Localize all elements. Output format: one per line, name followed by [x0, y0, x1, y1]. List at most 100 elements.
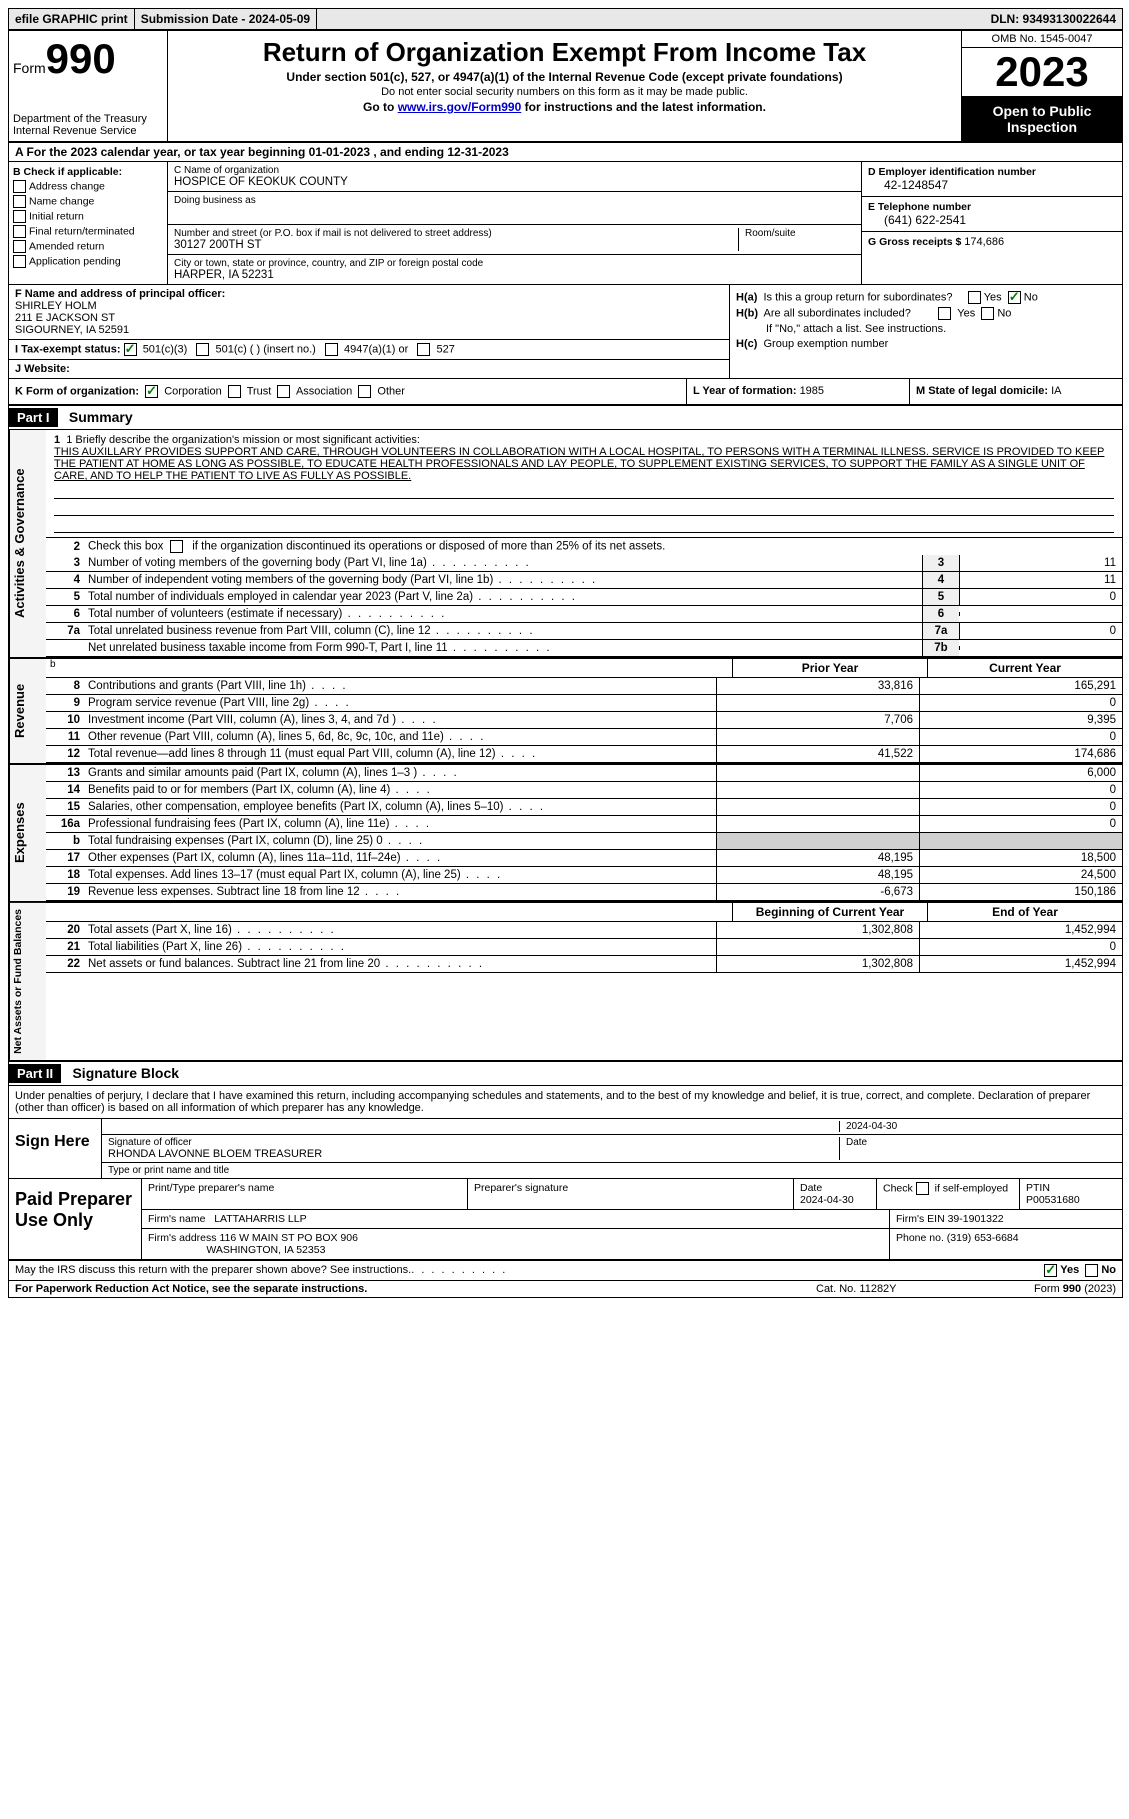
- revenue-header: b Prior Year Current Year: [46, 659, 1122, 678]
- sum-line: 3Number of voting members of the governi…: [46, 555, 1122, 572]
- h-a: H(a) Is this a group return for subordin…: [736, 291, 1116, 304]
- mission-block: 1 1 Briefly describe the organization's …: [46, 430, 1122, 538]
- section-k: K Form of organization: Corporation Trus…: [9, 379, 1122, 406]
- preparer-row: Paid Preparer Use Only Print/Type prepar…: [9, 1179, 1122, 1261]
- tax-year: 2023: [962, 48, 1122, 97]
- preparer-label: Paid Preparer Use Only: [9, 1179, 142, 1259]
- ein-cell: D Employer identification number 42-1248…: [862, 162, 1122, 197]
- checkbox-hb-yes[interactable]: [938, 307, 951, 320]
- expenses-content: 13Grants and similar amounts paid (Part …: [46, 765, 1122, 901]
- exp-line: 18Total expenses. Add lines 13–17 (must …: [46, 867, 1122, 884]
- sig-intro: Under penalties of perjury, I declare th…: [9, 1086, 1122, 1119]
- rev-line: 8Contributions and grants (Part VIII, li…: [46, 678, 1122, 695]
- address-cell: Number and street (or P.O. box if mail i…: [168, 225, 861, 255]
- part1-header-row: Part I Summary: [9, 406, 1122, 430]
- checkbox-corp[interactable]: [145, 385, 158, 398]
- tax-exempt-cell: I Tax-exempt status: 501(c)(3) 501(c) ( …: [9, 340, 729, 360]
- k-right: M State of legal domicile: IA: [910, 379, 1122, 404]
- vert-expenses: Expenses: [9, 765, 46, 901]
- dln: DLN: 93493130022644: [985, 9, 1122, 29]
- checkbox-4947[interactable]: [325, 343, 338, 356]
- checkbox-527[interactable]: [417, 343, 430, 356]
- checkbox-address-change[interactable]: [13, 180, 26, 193]
- netassets-header: Beginning of Current Year End of Year: [46, 903, 1122, 922]
- form-990-container: efile GRAPHIC print Submission Date - 20…: [8, 8, 1123, 1298]
- part2-title: Signature Block: [64, 1065, 179, 1081]
- part1-title: Summary: [61, 409, 133, 425]
- vert-netassets: Net Assets or Fund Balances: [9, 903, 46, 1060]
- website-cell: J Website:: [9, 360, 729, 378]
- checkbox-initial-return[interactable]: [13, 210, 26, 223]
- submission-date: Submission Date - 2024-05-09: [135, 9, 317, 29]
- checkbox-hb-no[interactable]: [981, 307, 994, 320]
- officer-cell: F Name and address of principal officer:…: [9, 285, 729, 340]
- dept-label: Department of the Treasury Internal Reve…: [13, 113, 163, 137]
- rev-line: 10Investment income (Part VIII, column (…: [46, 712, 1122, 729]
- section-bcd: B Check if applicable: Address change Na…: [9, 162, 1122, 285]
- form-number: Form990: [13, 35, 163, 83]
- preparer-content: Print/Type preparer's name Preparer's si…: [142, 1179, 1122, 1259]
- fij-left: F Name and address of principal officer:…: [9, 285, 730, 378]
- netassets-content: Beginning of Current Year End of Year 20…: [46, 903, 1122, 1060]
- checkbox-501c3[interactable]: [124, 343, 137, 356]
- checkbox-501c[interactable]: [196, 343, 209, 356]
- sign-here-label: Sign Here: [9, 1119, 102, 1178]
- dba-cell: Doing business as: [168, 192, 861, 225]
- header-row: Form990 Department of the Treasury Inter…: [9, 31, 1122, 143]
- h-c: H(c) Group exemption number: [736, 338, 1116, 350]
- checkbox-ha-no[interactable]: [1008, 291, 1021, 304]
- exp-line: bTotal fundraising expenses (Part IX, co…: [46, 833, 1122, 850]
- sign-content: 2024-04-30 Signature of officer RHONDA L…: [102, 1119, 1122, 1178]
- net-line: 22Net assets or fund balances. Subtract …: [46, 956, 1122, 973]
- sign-here-row: Sign Here 2024-04-30 Signature of office…: [9, 1119, 1122, 1179]
- signature-section: Under penalties of perjury, I declare th…: [9, 1086, 1122, 1281]
- inspection-badge: Open to Public Inspection: [962, 97, 1122, 141]
- exp-line: 17Other expenses (Part IX, column (A), l…: [46, 850, 1122, 867]
- checkbox-self-employed[interactable]: [916, 1182, 929, 1195]
- part1-badge: Part I: [9, 408, 58, 427]
- sum-line: Net unrelated business taxable income fr…: [46, 640, 1122, 657]
- fij-right: H(a) Is this a group return for subordin…: [730, 285, 1122, 378]
- checkbox-pending[interactable]: [13, 255, 26, 268]
- checkbox-name-change[interactable]: [13, 195, 26, 208]
- header-mid: Return of Organization Exempt From Incom…: [168, 31, 961, 141]
- expenses-section: Expenses 13Grants and similar amounts pa…: [9, 765, 1122, 903]
- checkbox-amended[interactable]: [13, 240, 26, 253]
- k-mid: L Year of formation: 1985: [687, 379, 910, 404]
- b-label: B Check if applicable:: [13, 166, 163, 178]
- subtitle-3: Go to www.irs.gov/Form990 for instructio…: [172, 100, 957, 114]
- revenue-section: Revenue b Prior Year Current Year 8Contr…: [9, 659, 1122, 765]
- checkbox-discontinued[interactable]: [170, 540, 183, 553]
- part2-header-row: Part II Signature Block: [9, 1062, 1122, 1086]
- h-b: H(b) Are all subordinates included? Yes …: [736, 307, 1116, 320]
- net-line: 21Total liabilities (Part X, line 26)0: [46, 939, 1122, 956]
- exp-line: 14Benefits paid to or for members (Part …: [46, 782, 1122, 799]
- col-c: C Name of organization HOSPICE OF KEOKUK…: [168, 162, 861, 284]
- paperwork-notice: For Paperwork Reduction Act Notice, see …: [15, 1283, 816, 1295]
- section-fij: F Name and address of principal officer:…: [9, 285, 1122, 379]
- city-cell: City or town, state or province, country…: [168, 255, 861, 284]
- checkbox-trust[interactable]: [228, 385, 241, 398]
- col-b: B Check if applicable: Address change Na…: [9, 162, 168, 284]
- revenue-content: b Prior Year Current Year 8Contributions…: [46, 659, 1122, 763]
- sum-line: 4Number of independent voting members of…: [46, 572, 1122, 589]
- checkbox-discuss-yes[interactable]: [1044, 1264, 1057, 1277]
- checkbox-assoc[interactable]: [277, 385, 290, 398]
- phone-cell: E Telephone number (641) 622-2541: [862, 197, 1122, 232]
- activities-governance-section: Activities & Governance 1 1 Briefly desc…: [9, 430, 1122, 659]
- checkbox-final-return[interactable]: [13, 225, 26, 238]
- cat-no: Cat. No. 11282Y: [816, 1283, 976, 1295]
- checkbox-ha-yes[interactable]: [968, 291, 981, 304]
- checkbox-other[interactable]: [358, 385, 371, 398]
- line-2: Check this box if the organization disco…: [84, 538, 1122, 555]
- col-d: D Employer identification number 42-1248…: [861, 162, 1122, 284]
- checkbox-discuss-no[interactable]: [1085, 1264, 1098, 1277]
- org-name-cell: C Name of organization HOSPICE OF KEOKUK…: [168, 162, 861, 192]
- omb-number: OMB No. 1545-0047: [962, 31, 1122, 48]
- net-line: 20Total assets (Part X, line 16)1,302,80…: [46, 922, 1122, 939]
- sum-line: 6Total number of volunteers (estimate if…: [46, 606, 1122, 623]
- sum-line: 7aTotal unrelated business revenue from …: [46, 623, 1122, 640]
- subtitle-1: Under section 501(c), 527, or 4947(a)(1)…: [172, 70, 957, 84]
- irs-link[interactable]: www.irs.gov/Form990: [398, 100, 522, 114]
- header-left: Form990 Department of the Treasury Inter…: [9, 31, 168, 141]
